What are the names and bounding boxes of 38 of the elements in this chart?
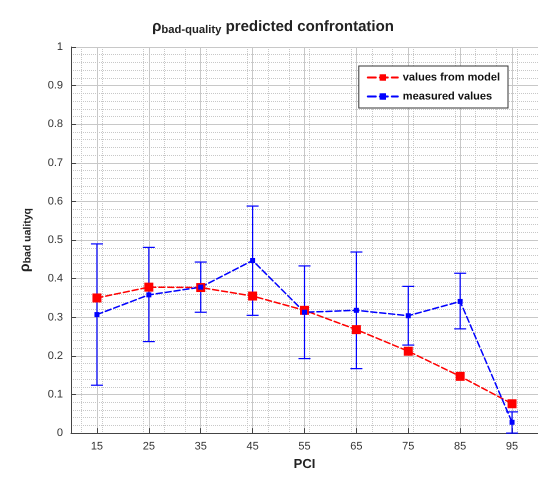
legend-label: values from model [402, 72, 500, 84]
x-tick-label: 95 [506, 440, 518, 453]
x-tick-label: 75 [402, 440, 414, 453]
y-tick-label: 0 [56, 427, 63, 440]
point [456, 372, 465, 381]
x-tick-label: 55 [298, 440, 311, 453]
point [250, 258, 256, 264]
x-axis-title: PCI [294, 456, 316, 471]
point [144, 282, 154, 292]
y-tick-label: 0.3 [48, 311, 63, 324]
x-tick-label: 65 [350, 440, 363, 453]
point [510, 420, 515, 425]
y-tick-label: 0.2 [48, 350, 63, 362]
point [94, 312, 100, 318]
point [404, 346, 413, 356]
x-tick-label: 35 [194, 440, 207, 453]
y-tick-label: 0.7 [48, 156, 63, 169]
point [458, 298, 463, 304]
y-tick-label: 0.4 [48, 272, 63, 285]
y-tick-label: 0.1 [48, 388, 63, 400]
point [354, 308, 359, 313]
y-tick-label: 0.9 [48, 80, 63, 92]
y-axis-title: ρbad ualityq [16, 208, 34, 272]
point [508, 399, 517, 408]
y-tick-label: 0.8 [48, 118, 63, 130]
x-tick-label: 85 [454, 440, 466, 453]
x-tick-label: 15 [90, 440, 104, 453]
point [248, 292, 258, 301]
point [352, 325, 361, 334]
point [406, 313, 411, 318]
point [146, 292, 152, 298]
y-tick-label: 0.5 [48, 234, 63, 246]
legend-label: measured values [402, 90, 492, 102]
x-tick-label: 45 [246, 440, 259, 453]
x-tick-label: 25 [142, 440, 155, 453]
y-tick-label: 0.6 [48, 195, 63, 208]
point [92, 293, 102, 302]
y-tick-label: 1 [56, 41, 63, 53]
